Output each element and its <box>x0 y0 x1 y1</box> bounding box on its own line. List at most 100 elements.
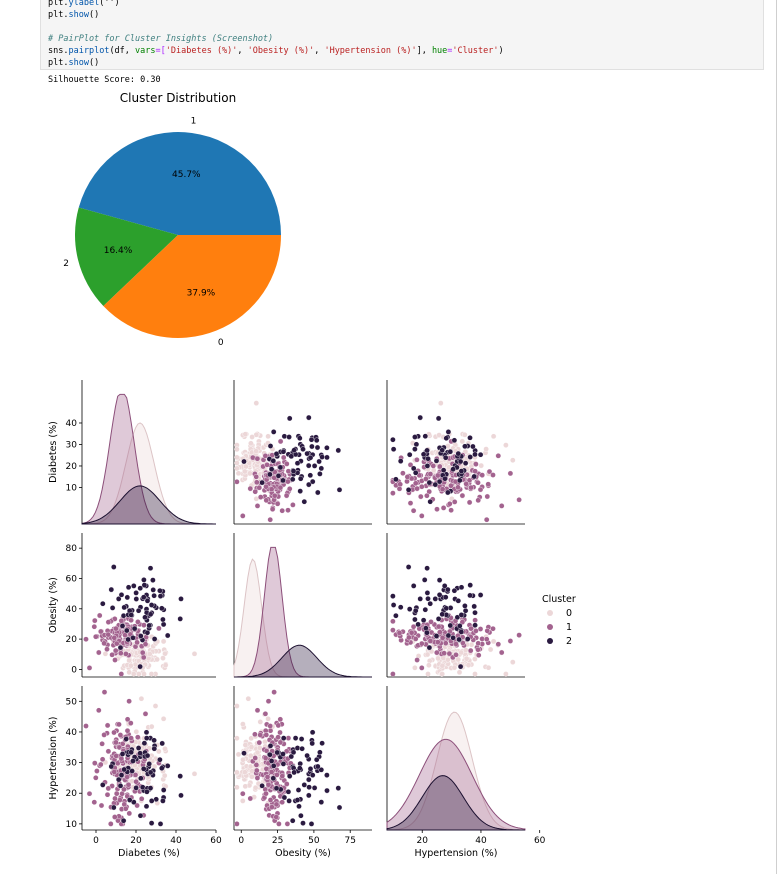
scatter-point-cluster-1 <box>418 640 425 647</box>
scatter-point-cluster-2 <box>151 737 157 744</box>
y-tick-label: 50 <box>66 697 78 707</box>
scatter-point-cluster-1 <box>113 753 119 759</box>
scatter-point-cluster-2 <box>147 785 154 791</box>
legend-marker-0 <box>547 610 553 616</box>
scatter-point-cluster-2 <box>421 577 428 583</box>
scatter-point-cluster-1 <box>113 790 120 797</box>
scatter-point-cluster-2 <box>441 583 448 589</box>
scatter-point-cluster-2 <box>111 564 117 570</box>
scatter-point-cluster-2 <box>311 785 318 791</box>
scatter-point-cluster-2 <box>318 766 325 773</box>
scatter-point-cluster-2 <box>477 451 484 458</box>
scatter-point-cluster-1 <box>484 493 491 500</box>
scatter-point-cluster-0 <box>240 756 246 763</box>
scatter-point-cluster-2 <box>130 758 136 764</box>
scatter-point-cluster-1 <box>121 786 127 793</box>
scatter-point-cluster-2 <box>157 593 164 599</box>
pie-category-label-1: 1 <box>191 117 197 127</box>
scatter-point-cluster-0 <box>485 664 492 671</box>
scatter-point-cluster-1 <box>249 454 256 461</box>
scatter-point-cluster-1 <box>448 482 454 489</box>
scatter-point-cluster-1 <box>112 657 118 663</box>
x-tick-label: 20 <box>417 836 429 846</box>
x-tick-label: 25 <box>272 836 283 846</box>
scatter-point-cluster-1 <box>404 474 411 480</box>
scatter-point-cluster-1 <box>507 638 514 644</box>
scatter-point-cluster-0 <box>191 770 198 777</box>
scatter-point-cluster-0 <box>458 649 465 656</box>
kde-curve-cluster-0 <box>386 711 526 831</box>
scatter-point-cluster-2 <box>296 765 303 772</box>
scatter-point-cluster-1 <box>98 802 105 809</box>
scatter-point-cluster-0 <box>254 749 261 756</box>
scatter-point-cluster-0 <box>425 671 431 677</box>
scatter-point-cluster-2 <box>118 591 125 598</box>
scatter-point-cluster-2 <box>121 604 127 611</box>
scatter-point-cluster-0 <box>435 655 441 662</box>
scatter-point-cluster-2 <box>159 740 165 747</box>
scatter-point-cluster-2 <box>444 489 451 496</box>
scatter-point-cluster-1 <box>269 804 275 810</box>
scatter-point-cluster-1 <box>414 657 420 663</box>
scatter-point-cluster-2 <box>117 644 124 651</box>
scatter-point-cluster-0 <box>160 655 166 661</box>
scatter-point-cluster-2 <box>435 616 442 622</box>
code-cell[interactable]: plt.ylabel('') plt.show() # PairPlot for… <box>40 0 764 70</box>
pairplot-panel-2-2 <box>386 686 526 831</box>
scatter-point-cluster-1 <box>133 778 139 785</box>
scatter-point-cluster-2 <box>142 614 148 621</box>
scatter-point-cluster-1 <box>430 463 437 469</box>
scatter-point-cluster-2 <box>285 788 292 795</box>
y-tick-label: 20 <box>66 462 78 472</box>
scatter-point-cluster-2 <box>151 636 158 642</box>
scatter-point-cluster-1 <box>264 774 271 780</box>
y-axis-label: Diabetes (%) <box>48 421 59 483</box>
kde-curve-cluster-2 <box>386 775 525 831</box>
scatter-point-cluster-2 <box>139 784 146 791</box>
scatter-point-cluster-2 <box>471 603 478 610</box>
scatter-point-cluster-1 <box>252 731 258 738</box>
scatter-point-cluster-1 <box>407 462 414 468</box>
scatter-point-cluster-1 <box>109 651 115 658</box>
scatter-point-cluster-2 <box>137 585 143 591</box>
pie-pct-label-0: 37.9% <box>187 288 216 298</box>
scatter-point-cluster-0 <box>136 671 142 677</box>
scatter-point-cluster-0 <box>426 662 432 669</box>
scatter-point-cluster-1 <box>433 649 440 656</box>
scatter-point-cluster-2 <box>144 752 151 759</box>
scatter-point-cluster-1 <box>453 651 459 658</box>
scatter-point-cluster-2 <box>443 435 450 441</box>
scatter-point-cluster-2 <box>307 472 314 479</box>
scatter-point-cluster-0 <box>451 664 458 671</box>
scatter-point-cluster-2 <box>309 729 316 736</box>
scatter-point-cluster-2 <box>123 736 129 742</box>
scatter-point-cluster-1 <box>277 716 284 723</box>
scatter-point-cluster-1 <box>234 479 240 485</box>
code-comment: # PairPlot for Cluster Insights (Screens… <box>48 34 274 44</box>
scatter-point-cluster-1 <box>516 632 522 638</box>
scatter-point-cluster-1 <box>396 486 403 492</box>
scatter-point-cluster-2 <box>159 765 165 772</box>
scatter-point-cluster-1 <box>134 802 140 809</box>
scatter-point-cluster-0 <box>412 664 418 671</box>
legend-label-0: 0 <box>566 608 572 619</box>
scatter-point-cluster-2 <box>415 621 421 628</box>
scatter-point-cluster-1 <box>267 723 273 729</box>
scatter-point-cluster-2 <box>137 750 143 757</box>
scatter-point-cluster-1 <box>254 455 261 462</box>
scatter-point-cluster-2 <box>464 636 471 642</box>
scatter-point-cluster-2 <box>160 798 166 804</box>
x-tick-label: 20 <box>130 836 142 846</box>
scatter-point-cluster-1 <box>140 654 147 661</box>
scatter-point-cluster-1 <box>99 756 106 763</box>
scatter-point-cluster-2 <box>146 761 152 767</box>
scatter-point-cluster-1 <box>283 492 290 499</box>
x-tick-label: 0 <box>93 836 99 846</box>
pairplot-panel-0-1 <box>233 380 372 525</box>
scatter-point-cluster-1 <box>108 821 114 827</box>
scatter-point-cluster-0 <box>249 773 255 780</box>
scatter-point-cluster-2 <box>451 587 458 594</box>
scatter-point-cluster-2 <box>410 583 417 589</box>
scatter-point-cluster-2 <box>270 763 277 769</box>
